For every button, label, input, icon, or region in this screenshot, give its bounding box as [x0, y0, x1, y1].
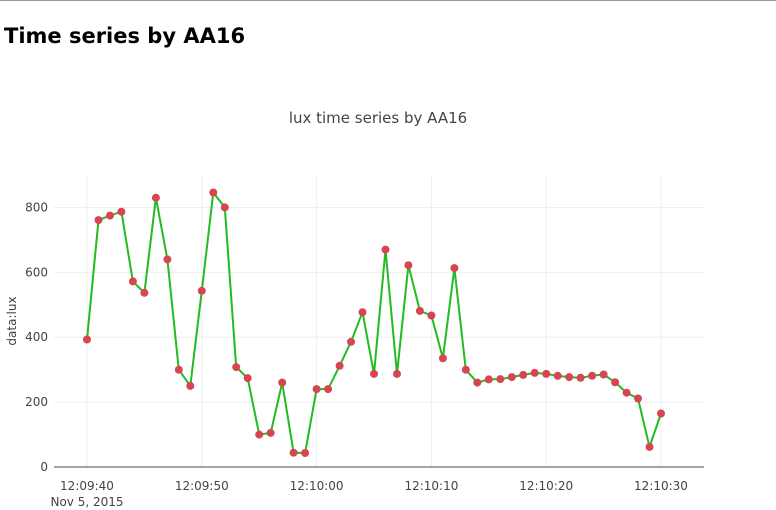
y-axis-title: data:lux	[5, 296, 19, 345]
data-point[interactable]	[140, 288, 149, 297]
data-point[interactable]	[588, 371, 597, 380]
data-point[interactable]	[645, 442, 654, 451]
data-point[interactable]	[312, 385, 321, 394]
data-point[interactable]	[278, 378, 287, 387]
data-point[interactable]	[324, 385, 333, 394]
data-point[interactable]	[186, 381, 195, 390]
top-divider	[0, 0, 776, 1]
data-point[interactable]	[622, 388, 631, 397]
page-title: Time series by AA16	[4, 24, 246, 48]
data-point[interactable]	[163, 255, 172, 264]
y-tick-label: 600	[25, 265, 48, 279]
data-point[interactable]	[289, 448, 298, 457]
data-point[interactable]	[301, 449, 310, 457]
data-point[interactable]	[565, 373, 574, 382]
data-point[interactable]	[611, 378, 620, 387]
data-point[interactable]	[634, 394, 642, 403]
x-axis-ticks: 12:09:40 12:09:50 12:10:00 12:10:10 12:10:20…	[60, 479, 688, 493]
data-point[interactable]	[266, 428, 275, 437]
data-point[interactable]	[220, 203, 229, 212]
data-point[interactable]	[174, 365, 183, 374]
data-point[interactable]	[530, 368, 539, 377]
data-point[interactable]	[438, 354, 447, 363]
y-tick-label: 0	[40, 460, 48, 474]
data-point[interactable]	[415, 306, 424, 315]
data-point[interactable]	[427, 311, 436, 320]
data-point[interactable]	[576, 373, 585, 382]
data-point[interactable]	[232, 363, 241, 372]
y-tick-label: 200	[25, 395, 48, 409]
data-point[interactable]	[370, 369, 378, 378]
data-point[interactable]	[599, 370, 608, 379]
data-point[interactable]	[542, 369, 551, 378]
x-axis-date-label: Nov 5, 2015	[50, 495, 123, 509]
data-point[interactable]	[358, 308, 367, 317]
data-point[interactable]	[106, 211, 114, 220]
x-tick-label: 12:10:30	[634, 479, 688, 493]
x-tick-label: 12:09:50	[175, 479, 229, 493]
data-point[interactable]	[496, 375, 505, 384]
data-point[interactable]	[347, 337, 355, 346]
data-point[interactable]	[381, 245, 390, 254]
x-tick-label: 12:10:20	[519, 479, 573, 493]
data-point[interactable]	[94, 216, 103, 225]
data-point[interactable]	[393, 369, 401, 378]
data-point[interactable]	[255, 430, 264, 439]
data-point[interactable]	[461, 365, 470, 374]
x-tick-label: 12:09:40	[60, 479, 114, 493]
y-axis-ticks: 0 200 400 600 800	[25, 200, 48, 474]
data-point[interactable]	[450, 264, 459, 273]
data-point[interactable]	[117, 207, 126, 216]
data-point[interactable]	[197, 286, 206, 295]
series-line	[86, 191, 662, 454]
gridlines	[54, 175, 704, 467]
data-point[interactable]	[404, 261, 413, 270]
data-point[interactable]	[657, 409, 665, 418]
data-point[interactable]	[553, 371, 562, 380]
data-point[interactable]	[335, 361, 344, 370]
data-point[interactable]	[473, 378, 482, 387]
data-point[interactable]	[484, 375, 493, 384]
data-point[interactable]	[128, 277, 137, 286]
series-lux	[83, 188, 665, 457]
chart-title: lux time series by AA16	[289, 109, 467, 127]
data-point[interactable]	[83, 335, 91, 344]
y-tick-label: 400	[25, 330, 48, 344]
data-point[interactable]	[209, 188, 218, 197]
x-tick-label: 12:10:00	[290, 479, 344, 493]
data-point[interactable]	[243, 374, 252, 383]
data-point[interactable]	[151, 193, 160, 202]
x-tick-label: 12:10:10	[404, 479, 458, 493]
y-tick-label: 800	[25, 200, 48, 214]
data-point[interactable]	[519, 370, 528, 379]
data-point[interactable]	[507, 373, 516, 382]
